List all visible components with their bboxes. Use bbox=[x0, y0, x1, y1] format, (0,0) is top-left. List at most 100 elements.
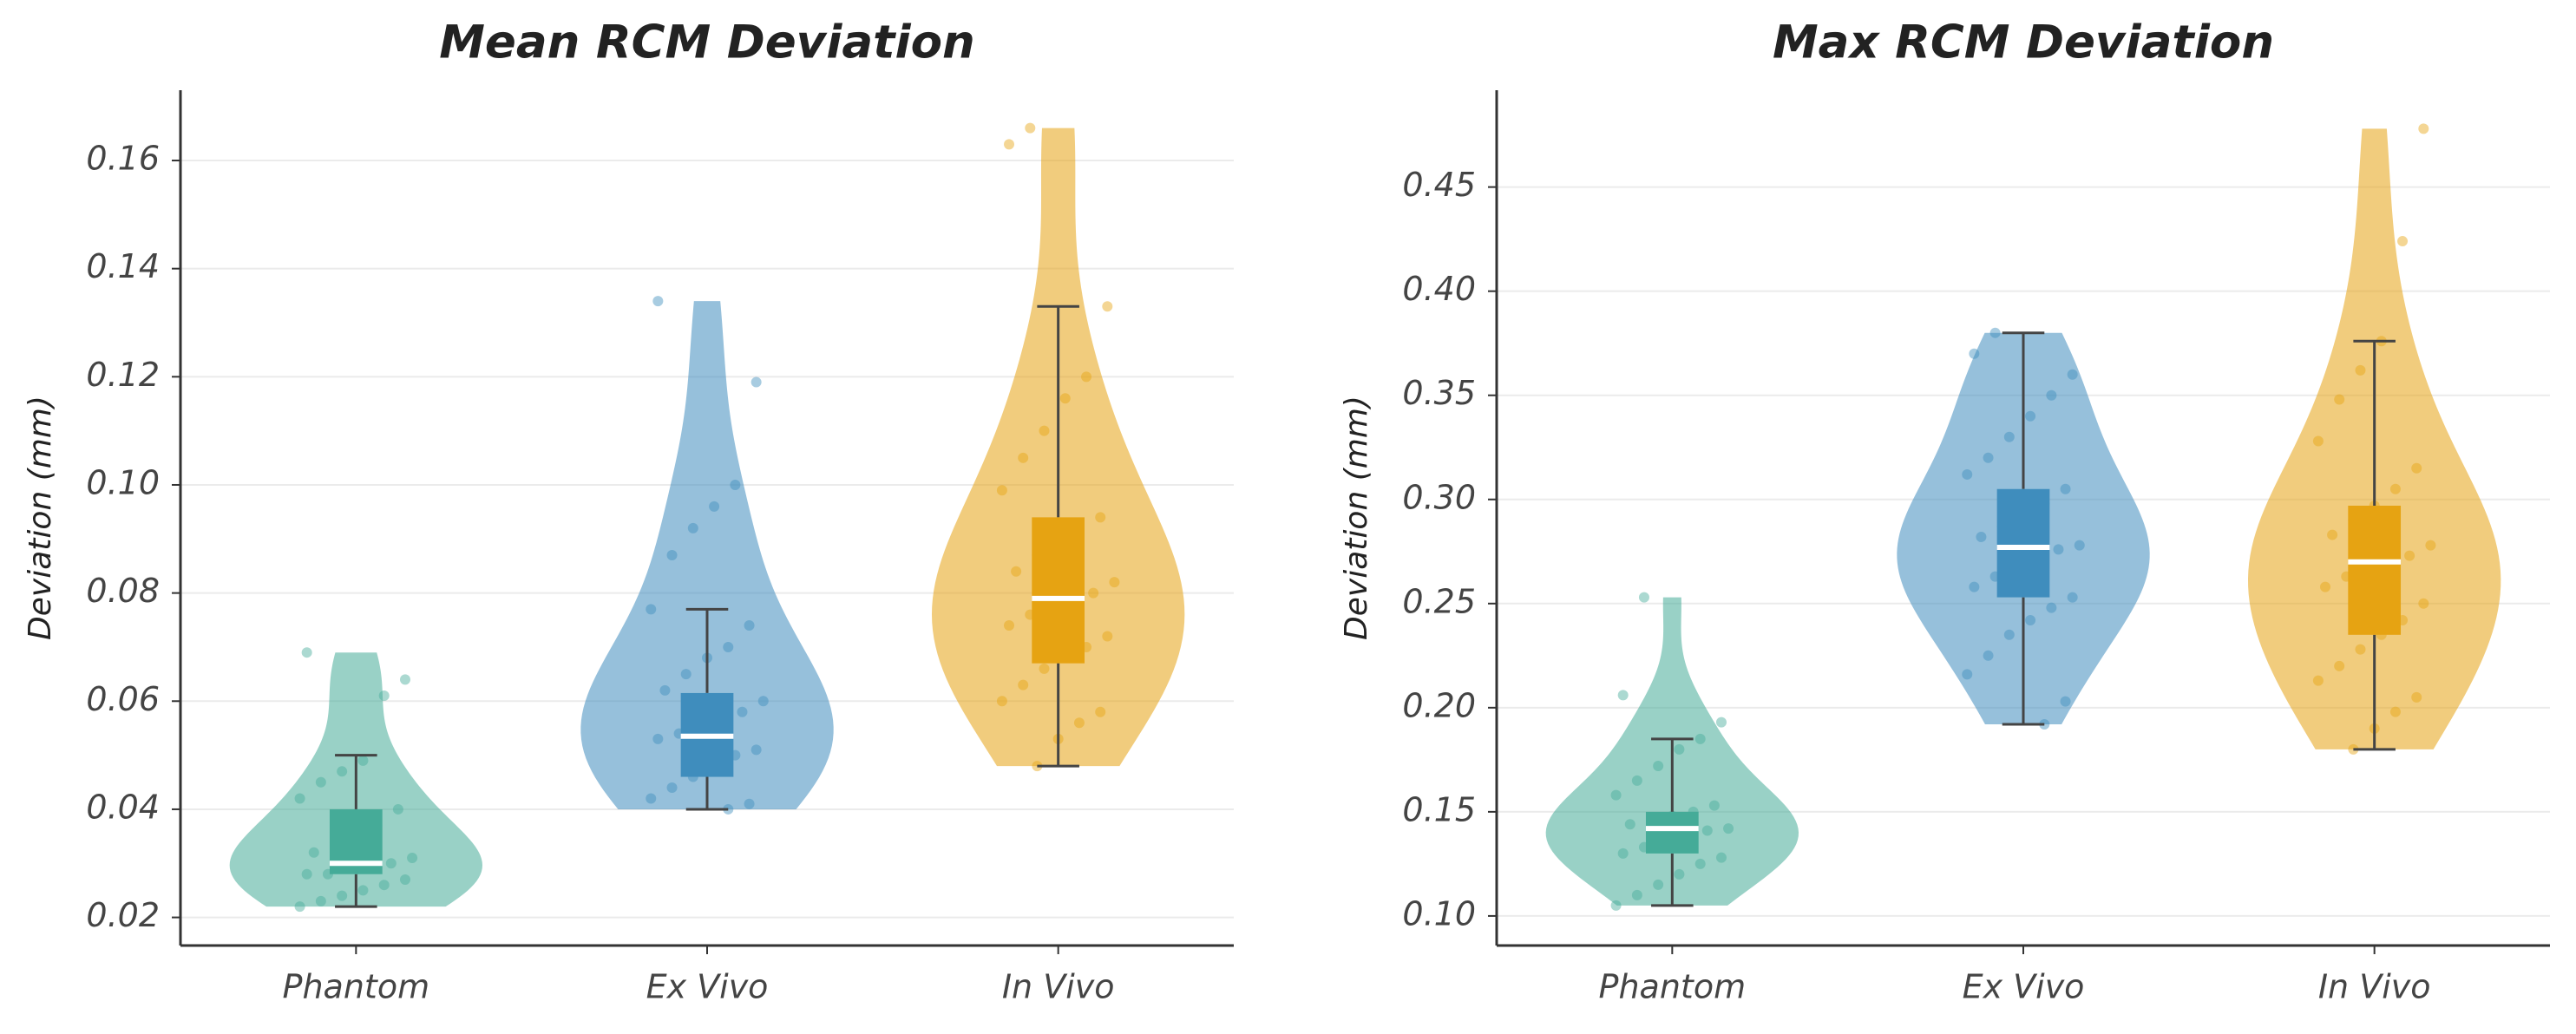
y-tick-label: 0.10 bbox=[86, 463, 160, 501]
data-point bbox=[687, 522, 698, 533]
data-point bbox=[2320, 581, 2331, 592]
y-tick-label: 0.02 bbox=[86, 896, 160, 934]
data-point bbox=[1969, 581, 1980, 592]
data-point bbox=[2003, 431, 2015, 442]
data-point bbox=[357, 755, 369, 766]
box bbox=[1645, 811, 1699, 854]
chart-title: Mean RCM Deviation bbox=[439, 16, 975, 69]
data-point bbox=[1617, 847, 1629, 859]
data-point bbox=[2397, 236, 2409, 247]
data-point bbox=[1011, 566, 1022, 577]
data-point bbox=[1004, 139, 1015, 150]
data-point bbox=[1018, 679, 1029, 690]
data-point bbox=[1694, 858, 1706, 869]
y-axis-label: Deviation (mm) bbox=[1339, 396, 1374, 640]
data-point bbox=[744, 620, 755, 632]
data-point bbox=[407, 853, 418, 864]
data-point bbox=[666, 782, 678, 794]
data-point bbox=[2046, 389, 2057, 401]
data-point bbox=[1989, 327, 2001, 338]
x-tick-label: Ex Vivo bbox=[646, 968, 769, 1006]
data-point bbox=[308, 847, 319, 858]
data-point bbox=[652, 296, 664, 307]
y-tick-label: 0.20 bbox=[1402, 686, 1476, 724]
data-point bbox=[2312, 675, 2324, 686]
data-point bbox=[1653, 879, 1664, 890]
data-point bbox=[1631, 775, 1642, 786]
box bbox=[1996, 488, 2050, 598]
data-point bbox=[1610, 900, 1622, 911]
data-point bbox=[2334, 394, 2345, 405]
y-tick-label: 0.10 bbox=[1402, 894, 1476, 933]
data-point bbox=[301, 868, 312, 880]
data-point bbox=[2425, 540, 2436, 551]
data-point bbox=[1962, 468, 1973, 480]
data-point bbox=[723, 641, 734, 652]
data-point bbox=[652, 733, 664, 744]
data-point bbox=[1631, 889, 1642, 900]
data-point bbox=[996, 696, 1007, 707]
data-point bbox=[399, 674, 410, 685]
data-point bbox=[666, 550, 678, 561]
data-point bbox=[2046, 602, 2057, 613]
chart-title: Max RCM Deviation bbox=[1773, 16, 2274, 69]
x-tick-label: In Vivo bbox=[1002, 968, 1115, 1006]
data-point bbox=[1081, 371, 1092, 383]
data-point bbox=[357, 885, 369, 896]
x-tick-label: Ex Vivo bbox=[1963, 968, 2085, 1006]
data-point bbox=[294, 793, 305, 804]
data-point bbox=[2355, 644, 2366, 655]
data-point bbox=[1617, 690, 1629, 701]
data-point bbox=[378, 690, 390, 702]
data-point bbox=[1969, 348, 1980, 359]
data-point bbox=[2060, 483, 2071, 494]
data-point bbox=[659, 684, 671, 696]
data-point bbox=[744, 798, 755, 809]
data-point bbox=[1088, 587, 1099, 599]
data-point bbox=[680, 669, 692, 680]
data-point bbox=[2067, 592, 2078, 603]
data-point bbox=[757, 696, 769, 707]
y-tick-label: 0.12 bbox=[86, 356, 160, 394]
data-point bbox=[2411, 462, 2422, 474]
data-point bbox=[1976, 531, 1987, 542]
data-point bbox=[1962, 669, 1973, 680]
data-point bbox=[1694, 733, 1706, 744]
data-point bbox=[709, 501, 720, 512]
data-point bbox=[337, 890, 348, 901]
data-point bbox=[1674, 743, 1685, 755]
data-point bbox=[1983, 452, 1994, 463]
y-tick-label: 0.40 bbox=[1402, 270, 1476, 308]
x-tick-label: Phantom bbox=[1599, 968, 1747, 1006]
data-point bbox=[1109, 577, 1120, 588]
data-point bbox=[1004, 620, 1015, 632]
y-tick-label: 0.35 bbox=[1402, 374, 1476, 412]
data-point bbox=[1610, 789, 1622, 801]
data-point bbox=[2355, 364, 2366, 376]
data-point bbox=[751, 376, 762, 388]
data-point bbox=[1039, 425, 1050, 436]
data-point bbox=[1018, 452, 1029, 463]
data-point bbox=[1624, 819, 1635, 830]
data-point bbox=[2060, 696, 2071, 707]
data-point bbox=[2389, 706, 2401, 717]
data-point bbox=[1701, 825, 1713, 836]
data-point bbox=[2418, 598, 2429, 609]
violin bbox=[580, 301, 834, 809]
data-point bbox=[301, 647, 312, 658]
y-tick-label: 0.08 bbox=[86, 572, 160, 610]
data-point bbox=[1674, 868, 1685, 880]
x-tick-label: Phantom bbox=[283, 968, 430, 1006]
data-point bbox=[2404, 550, 2415, 561]
y-tick-label: 0.06 bbox=[86, 680, 160, 718]
data-point bbox=[1983, 650, 1994, 661]
data-point bbox=[378, 880, 390, 891]
y-tick-label: 0.15 bbox=[1402, 790, 1476, 828]
data-point bbox=[337, 766, 348, 777]
data-point bbox=[2067, 369, 2078, 380]
data-point bbox=[1708, 800, 1720, 811]
data-point bbox=[385, 858, 397, 869]
data-point bbox=[2025, 614, 2036, 625]
